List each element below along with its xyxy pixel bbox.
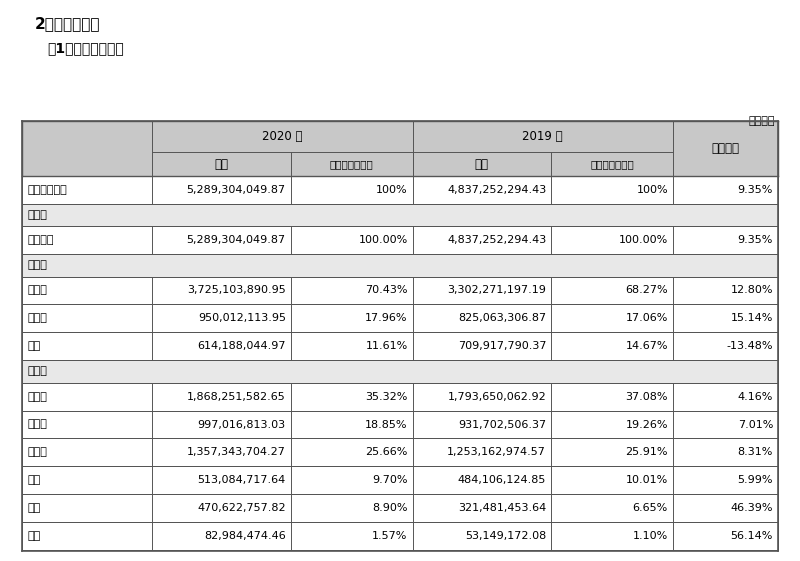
Text: 931,702,506.37: 931,702,506.37 (458, 420, 546, 430)
Text: 7.01%: 7.01% (738, 420, 773, 430)
Text: 1,253,162,974.57: 1,253,162,974.57 (447, 448, 546, 457)
Text: 15.14%: 15.14% (730, 314, 773, 323)
Text: 82,984,474.46: 82,984,474.46 (204, 531, 286, 541)
Bar (22, 121, 778, 176)
Text: 单位：元: 单位：元 (749, 116, 775, 126)
Text: 金额: 金额 (214, 158, 229, 171)
Text: 950,012,113.95: 950,012,113.95 (198, 314, 286, 323)
Text: 9.35%: 9.35% (738, 235, 773, 245)
Text: 709,917,790.37: 709,917,790.37 (458, 341, 546, 351)
Text: 37.08%: 37.08% (626, 392, 668, 402)
Text: 4,837,252,294.43: 4,837,252,294.43 (447, 185, 546, 195)
Text: 53,149,172.08: 53,149,172.08 (465, 531, 546, 541)
Text: 3,725,103,890.95: 3,725,103,890.95 (187, 286, 286, 296)
Text: 470,622,757.82: 470,622,757.82 (197, 503, 286, 513)
Text: 3,302,271,197.19: 3,302,271,197.19 (447, 286, 546, 296)
Text: 11.61%: 11.61% (366, 341, 407, 351)
Text: 614,188,044.97: 614,188,044.97 (198, 341, 286, 351)
Text: 8.31%: 8.31% (738, 448, 773, 457)
Text: 18.85%: 18.85% (365, 420, 407, 430)
Bar (22, 204, 778, 226)
Bar (22, 305, 778, 332)
Text: 1.10%: 1.10% (633, 531, 668, 541)
Bar (22, 411, 778, 439)
Text: 14.67%: 14.67% (626, 341, 668, 351)
Text: 坚果类: 坚果类 (27, 314, 47, 323)
Text: （1）营业收入构成: （1）营业收入构成 (47, 41, 124, 55)
Text: 葵花子: 葵花子 (27, 286, 47, 296)
Text: 70.43%: 70.43% (365, 286, 407, 296)
Text: 321,481,453.64: 321,481,453.64 (458, 503, 546, 513)
Text: 19.26%: 19.26% (626, 420, 668, 430)
Text: 4.16%: 4.16% (738, 392, 773, 402)
Bar (413, 121, 673, 152)
Text: 56.14%: 56.14% (730, 531, 773, 541)
Bar (22, 277, 778, 305)
Text: 513,084,717.64: 513,084,717.64 (198, 475, 286, 485)
Text: 1,357,343,704.27: 1,357,343,704.27 (187, 448, 286, 457)
Text: 占营业收入比重: 占营业收入比重 (330, 159, 374, 169)
Text: 营业收入合计: 营业收入合计 (27, 185, 66, 195)
Bar (152, 121, 413, 152)
Text: 2、收入与成本: 2、收入与成本 (35, 16, 101, 31)
Text: 9.70%: 9.70% (372, 475, 407, 485)
Text: 分地区: 分地区 (27, 366, 47, 376)
Text: 南方区: 南方区 (27, 392, 47, 402)
Text: 100.00%: 100.00% (358, 235, 407, 245)
Bar (22, 494, 778, 522)
Text: 6.65%: 6.65% (633, 503, 668, 513)
Text: 金额: 金额 (475, 158, 489, 171)
Bar (22, 439, 778, 466)
Text: 4,837,252,294.43: 4,837,252,294.43 (447, 235, 546, 245)
Text: 海外: 海外 (27, 503, 40, 513)
Text: 占营业收入比重: 占营业收入比重 (590, 159, 634, 169)
Text: 北方区: 北方区 (27, 420, 47, 430)
Text: 5,289,304,049.87: 5,289,304,049.87 (186, 235, 286, 245)
Text: 25.91%: 25.91% (626, 448, 668, 457)
Text: 25.66%: 25.66% (366, 448, 407, 457)
Text: 17.06%: 17.06% (626, 314, 668, 323)
Text: -13.48%: -13.48% (726, 341, 773, 351)
Text: 10.01%: 10.01% (626, 475, 668, 485)
Text: 分行业: 分行业 (27, 210, 47, 220)
Text: 100.00%: 100.00% (618, 235, 668, 245)
Text: 8.90%: 8.90% (372, 503, 407, 513)
Bar (673, 121, 778, 176)
Bar (22, 254, 778, 277)
Text: 825,063,306.87: 825,063,306.87 (458, 314, 546, 323)
Text: 同比增减: 同比增减 (711, 142, 739, 155)
Text: 9.35%: 9.35% (738, 185, 773, 195)
Bar (22, 522, 778, 550)
Text: 分产品: 分产品 (27, 260, 47, 270)
Bar (22, 176, 778, 204)
Bar (22, 226, 778, 254)
Text: 100%: 100% (636, 185, 668, 195)
Text: 1,868,251,582.65: 1,868,251,582.65 (187, 392, 286, 402)
Bar (22, 383, 778, 411)
Text: 12.80%: 12.80% (730, 286, 773, 296)
Text: 1,793,650,062.92: 1,793,650,062.92 (447, 392, 546, 402)
Text: 100%: 100% (376, 185, 407, 195)
Text: 2019 年: 2019 年 (522, 130, 563, 143)
Text: 68.27%: 68.27% (626, 286, 668, 296)
Text: 其它: 其它 (27, 531, 40, 541)
Text: 997,016,813.03: 997,016,813.03 (198, 420, 286, 430)
Text: 2020 年: 2020 年 (262, 130, 302, 143)
Text: 休闲食品: 休闲食品 (27, 235, 54, 245)
Text: 46.39%: 46.39% (730, 503, 773, 513)
Text: 5.99%: 5.99% (738, 475, 773, 485)
Text: 35.32%: 35.32% (366, 392, 407, 402)
Text: 5,289,304,049.87: 5,289,304,049.87 (186, 185, 286, 195)
Bar (22, 332, 778, 360)
Bar (22, 466, 778, 494)
Text: 17.96%: 17.96% (365, 314, 407, 323)
Text: 东方区: 东方区 (27, 448, 47, 457)
Text: 其它: 其它 (27, 341, 40, 351)
Text: 电商: 电商 (27, 475, 40, 485)
Text: 1.57%: 1.57% (372, 531, 407, 541)
Bar (22, 360, 778, 383)
Text: 484,106,124.85: 484,106,124.85 (458, 475, 546, 485)
